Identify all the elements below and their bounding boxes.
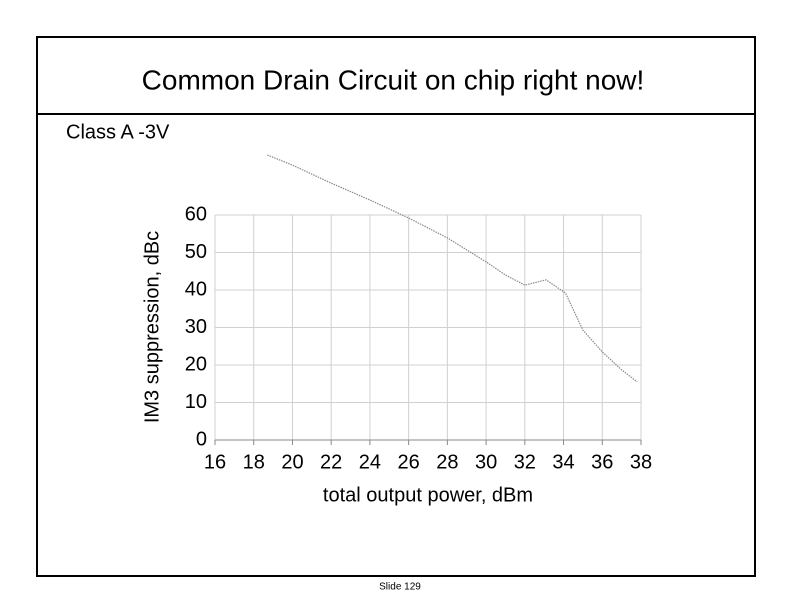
x-axis-label: total output power, dBm	[323, 484, 533, 506]
x-tick-label: 32	[514, 451, 536, 473]
x-tick-label: 16	[204, 451, 226, 473]
x-tick-label: 30	[475, 451, 497, 473]
x-tick-label: 36	[591, 451, 613, 473]
y-tick-label: 40	[185, 278, 207, 300]
data-line	[267, 154, 638, 383]
x-tick-label: 28	[436, 451, 458, 473]
y-tick-label: 50	[185, 241, 207, 263]
slide-title: Common Drain Circuit on chip right now!	[142, 64, 645, 95]
x-tick-label: 22	[320, 451, 342, 473]
x-tick-label: 38	[630, 451, 652, 473]
x-tick-label: 18	[243, 451, 265, 473]
slide-frame	[36, 36, 756, 577]
y-tick-label: 60	[185, 203, 207, 225]
x-tick-label: 26	[398, 451, 420, 473]
y-tick-label: 20	[185, 353, 207, 375]
y-tick-label: 30	[185, 316, 207, 338]
y-axis-label: IM3 suppression, dBc	[141, 231, 163, 423]
y-tick-label: 0	[196, 428, 207, 450]
x-tick-label: 34	[552, 451, 574, 473]
slide-subtitle: Class A -3V	[66, 121, 170, 143]
y-tick-label: 10	[185, 391, 207, 413]
x-tick-label: 20	[281, 451, 303, 473]
slide-footer: Slide 129	[379, 582, 421, 593]
x-tick-label: 24	[359, 451, 381, 473]
